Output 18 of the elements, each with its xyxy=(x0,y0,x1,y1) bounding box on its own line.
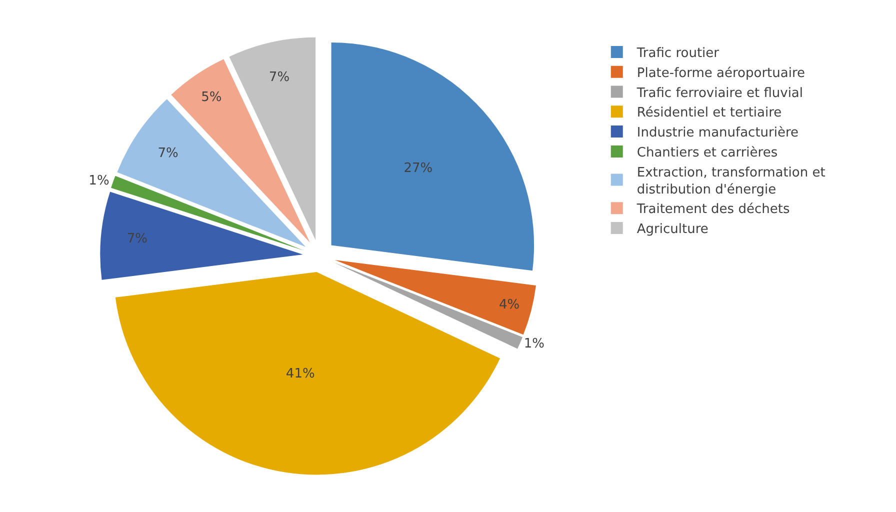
data-label: 4% xyxy=(499,297,520,312)
legend-label: Résidentiel et tertiaire xyxy=(636,106,782,121)
legend-label: Chantiers et carrières xyxy=(636,146,778,161)
data-label: 7% xyxy=(126,231,148,246)
legend-label: Trafic ferroviaire et fluvial xyxy=(636,86,804,101)
data-label: 27% xyxy=(404,161,433,176)
legend-label: Extraction, transformation et distribution d'énergie xyxy=(636,165,826,198)
data-label: 7% xyxy=(158,146,178,161)
legend-label: Agriculture xyxy=(636,222,708,238)
legend-label: Trafic routier xyxy=(636,46,720,62)
data-label: 7% xyxy=(268,70,290,86)
data-label: 1% xyxy=(88,173,110,188)
data-label: 41% xyxy=(286,366,315,382)
legend-label: Plate-forme aéroportuaire xyxy=(636,66,806,81)
legend-label: Industrie manufacturière xyxy=(636,126,799,141)
data-label: 1% xyxy=(524,336,544,352)
legend-label: Traitement des déchets xyxy=(636,202,790,218)
data-label: 5% xyxy=(201,90,222,106)
